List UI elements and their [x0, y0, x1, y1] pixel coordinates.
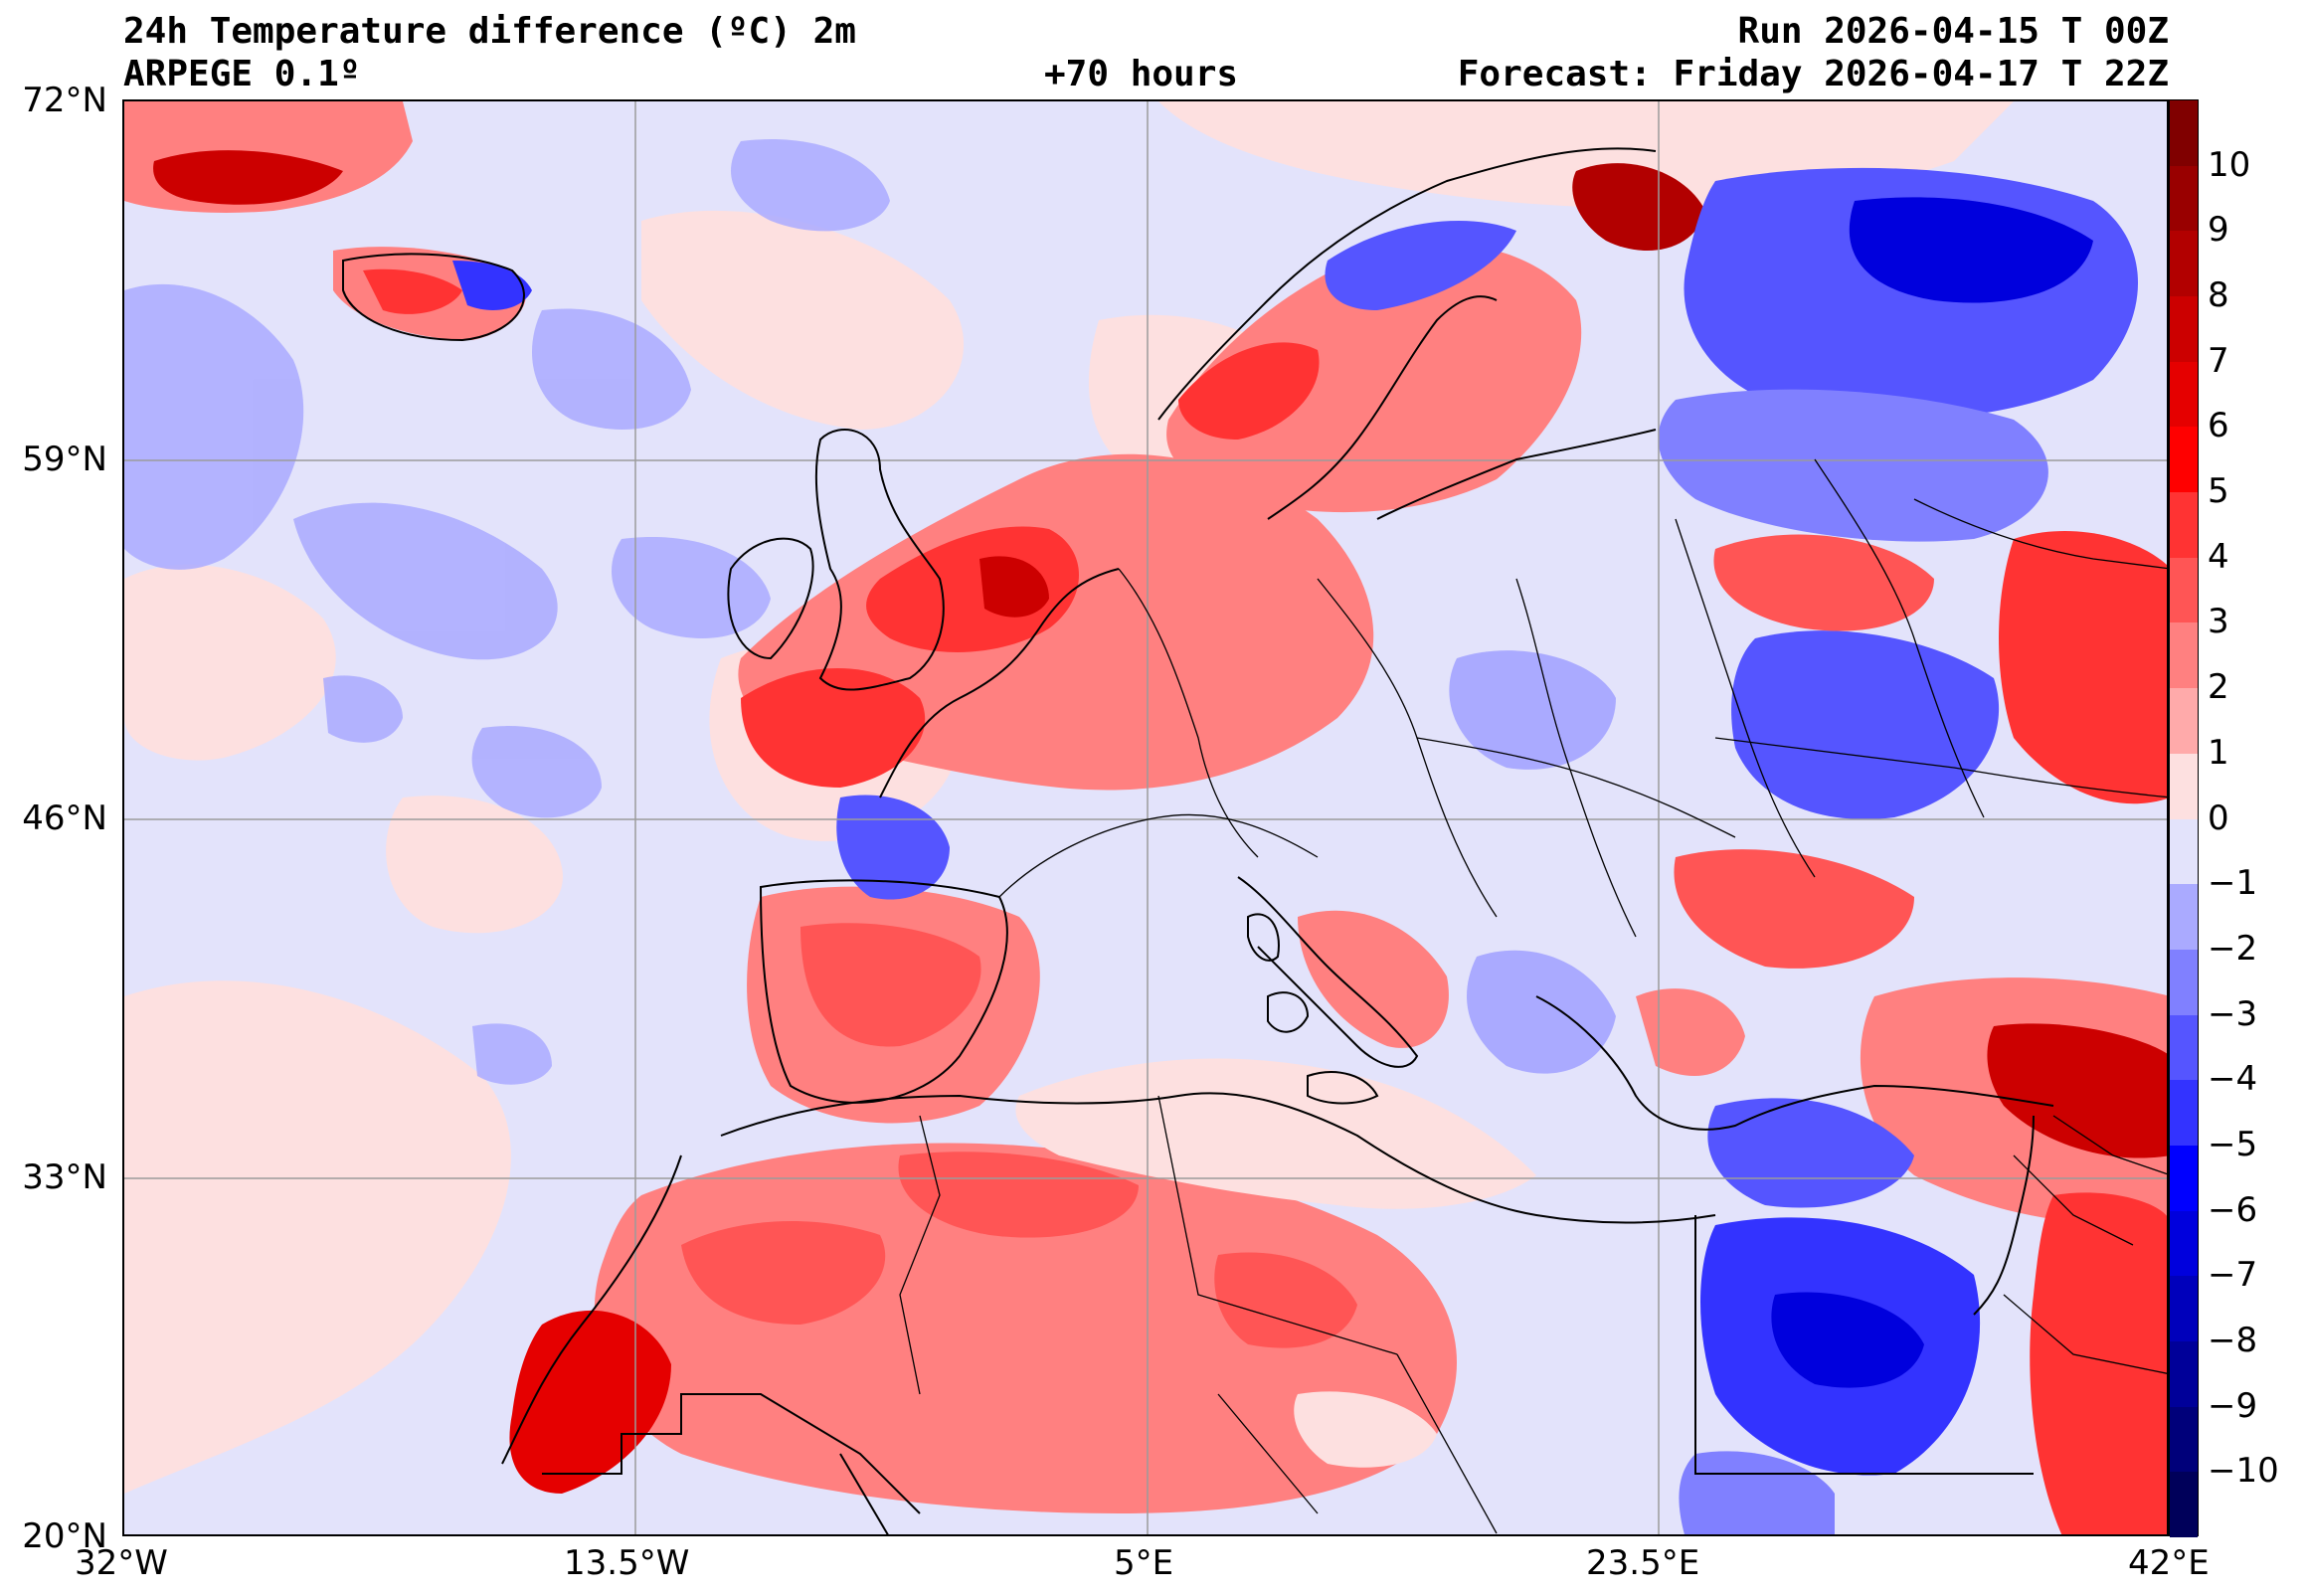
- map-panel[interactable]: [122, 99, 2169, 1536]
- europe-warm-region: [738, 453, 1374, 791]
- colorbar-tick-label: 10: [2208, 144, 2251, 185]
- iceland-region: [333, 247, 532, 340]
- colorbar-tick-label: −2: [2208, 928, 2258, 969]
- cool-ocean-patches: [124, 139, 890, 1085]
- eastern-warm-region: [1674, 530, 2167, 969]
- lon-label: 13.5°W: [564, 1543, 690, 1583]
- colorbar-segment: [2170, 231, 2198, 297]
- colorbar-tick-label: −6: [2208, 1189, 2258, 1230]
- colorbar-segment: [2170, 492, 2198, 559]
- colorbar-segment: [2170, 1014, 2198, 1081]
- colorbar-tick-label: 2: [2208, 667, 2229, 708]
- colorbar-tick-label: 1: [2208, 732, 2229, 773]
- colorbar-tick-label: −7: [2208, 1255, 2258, 1296]
- eastern-cool-region: [1449, 167, 2138, 819]
- colorbar-segment: [2170, 100, 2198, 167]
- colorbar-tick-label: 8: [2208, 275, 2229, 316]
- colorbar-segment: [2170, 1210, 2198, 1277]
- balkans-region: [1298, 910, 1745, 1076]
- colorbar-tick-label: −10: [2208, 1451, 2279, 1492]
- colorbar-segment: [2170, 165, 2198, 232]
- colorbar: [2169, 99, 2199, 1538]
- lon-label: 23.5°E: [1586, 1543, 1700, 1583]
- colorbar-tick-label: 3: [2208, 602, 2229, 642]
- colorbar-segment: [2170, 884, 2198, 951]
- coastlines: [342, 147, 2054, 1534]
- lat-label: 33°N: [22, 1157, 107, 1197]
- colorbar-tick-label: 5: [2208, 471, 2229, 512]
- lat-label: 72°N: [22, 81, 107, 120]
- colorbar-tick-label: 0: [2208, 798, 2229, 838]
- colorbar-tick-label: −9: [2208, 1385, 2258, 1426]
- country-borders: [899, 458, 2167, 1534]
- colorbar-segment: [2170, 427, 2198, 493]
- lat-label: 59°N: [22, 440, 107, 479]
- map-title: 24h Temperature difference (ºC) 2m: [123, 11, 856, 52]
- colorbar-segment: [2170, 818, 2198, 885]
- lon-label: 42°E: [2128, 1543, 2210, 1583]
- colorbar-segment: [2170, 361, 2198, 428]
- temperature-map: [124, 101, 2167, 1534]
- colorbar-segment: [2170, 1080, 2198, 1147]
- colorbar-segment: [2170, 557, 2198, 623]
- lon-label: 32°W: [75, 1543, 168, 1583]
- colorbar-tick-label: −1: [2208, 863, 2258, 904]
- colorbar-segment: [2170, 688, 2198, 755]
- scandinavia-region: [1166, 163, 1705, 513]
- colorbar-tick-label: −5: [2208, 1124, 2258, 1164]
- colorbar-segment: [2170, 753, 2198, 819]
- iberia-region: [747, 886, 1040, 1124]
- colorbar-tick-label: 7: [2208, 340, 2229, 381]
- colorbar-segment: [2170, 1340, 2198, 1408]
- colorbar-segment: [2170, 949, 2198, 1016]
- run-label: Run 2026-04-15 T 00Z: [1737, 11, 2169, 52]
- colorbar-segment: [2170, 296, 2198, 363]
- colorbar-segment: [2170, 1406, 2198, 1473]
- forecast-label: Forecast: Friday 2026-04-17 T 22Z: [1457, 54, 2169, 94]
- colorbar-tick-label: 6: [2208, 406, 2229, 446]
- colorbar-segment: [2170, 1472, 2198, 1538]
- colorbar-tick-label: 4: [2208, 536, 2229, 577]
- colorbar-segment: [2170, 622, 2198, 689]
- colorbar-tick-label: −4: [2208, 1059, 2258, 1100]
- colorbar-tick-label: 9: [2208, 210, 2229, 251]
- lon-label: 5°E: [1114, 1543, 1174, 1583]
- colorbar-segment: [2170, 1276, 2198, 1342]
- greenland-region: [124, 101, 413, 213]
- colorbar-tick-label: −3: [2208, 993, 2258, 1034]
- lat-label: 46°N: [22, 798, 107, 838]
- egypt-cool-region: [1679, 1098, 1981, 1534]
- colorbar-segment: [2170, 1145, 2198, 1212]
- model-label: ARPEGE 0.1º: [123, 54, 361, 94]
- colorbar-tick-label: −8: [2208, 1320, 2258, 1360]
- mediterranean-region: [1015, 1058, 1536, 1209]
- lead-time-label: +70 hours: [1044, 54, 1239, 94]
- biscay-cool: [836, 795, 950, 900]
- lat-label: 20°N: [22, 1516, 107, 1556]
